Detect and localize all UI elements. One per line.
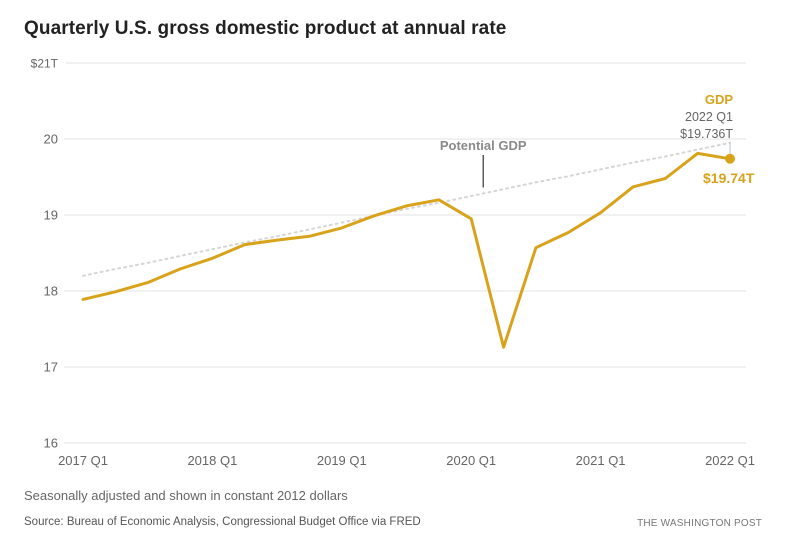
y-tick-label: 17	[44, 360, 58, 375]
x-tick-label: 2018 Q1	[187, 453, 237, 468]
x-axis-labels: 2017 Q1 2018 Q1 2019 Q1 2020 Q1 2021 Q1 2022 …	[58, 453, 755, 468]
gdp-end-point	[725, 153, 735, 164]
gdp-end-value-label: $19.74T	[703, 170, 755, 186]
gdp-series-label: GDP	[705, 92, 734, 107]
y-tick-label: 18	[44, 284, 58, 299]
y-tick-label: 16	[44, 436, 58, 451]
x-tick-label: 2022 Q1	[705, 453, 755, 468]
gdp-annotation-value: $19.736T	[680, 127, 733, 141]
chart-title: Quarterly U.S. gross domestic product at…	[24, 18, 507, 39]
y-tick-label: $21T	[31, 57, 59, 71]
y-tick-label: 20	[44, 132, 58, 147]
publisher-credit: THE WASHINGTON POST	[637, 518, 762, 529]
y-tick-label: 19	[44, 208, 58, 223]
x-tick-label: 2020 Q1	[446, 453, 496, 468]
gdp-annotation-period: 2022 Q1	[685, 110, 733, 124]
chart-note: Seasonally adjusted and shown in constan…	[24, 488, 348, 503]
gridlines	[64, 62, 746, 444]
potential-gdp-line	[82, 141, 731, 277]
gdp-line	[81, 151, 732, 349]
x-tick-label: 2017 Q1	[58, 453, 108, 468]
chart-source: Source: Bureau of Economic Analysis, Con…	[24, 516, 421, 528]
potential-gdp-label: Potential GDP	[440, 138, 527, 153]
x-tick-label: 2021 Q1	[576, 453, 626, 468]
x-tick-label: 2019 Q1	[317, 453, 367, 468]
annotations: Potential GDP GDP 2022 Q1 $19.736T $19.7…	[440, 92, 755, 188]
series-lines	[81, 141, 732, 349]
y-axis-labels: 16 17 18 19 20 $21T	[31, 57, 59, 451]
